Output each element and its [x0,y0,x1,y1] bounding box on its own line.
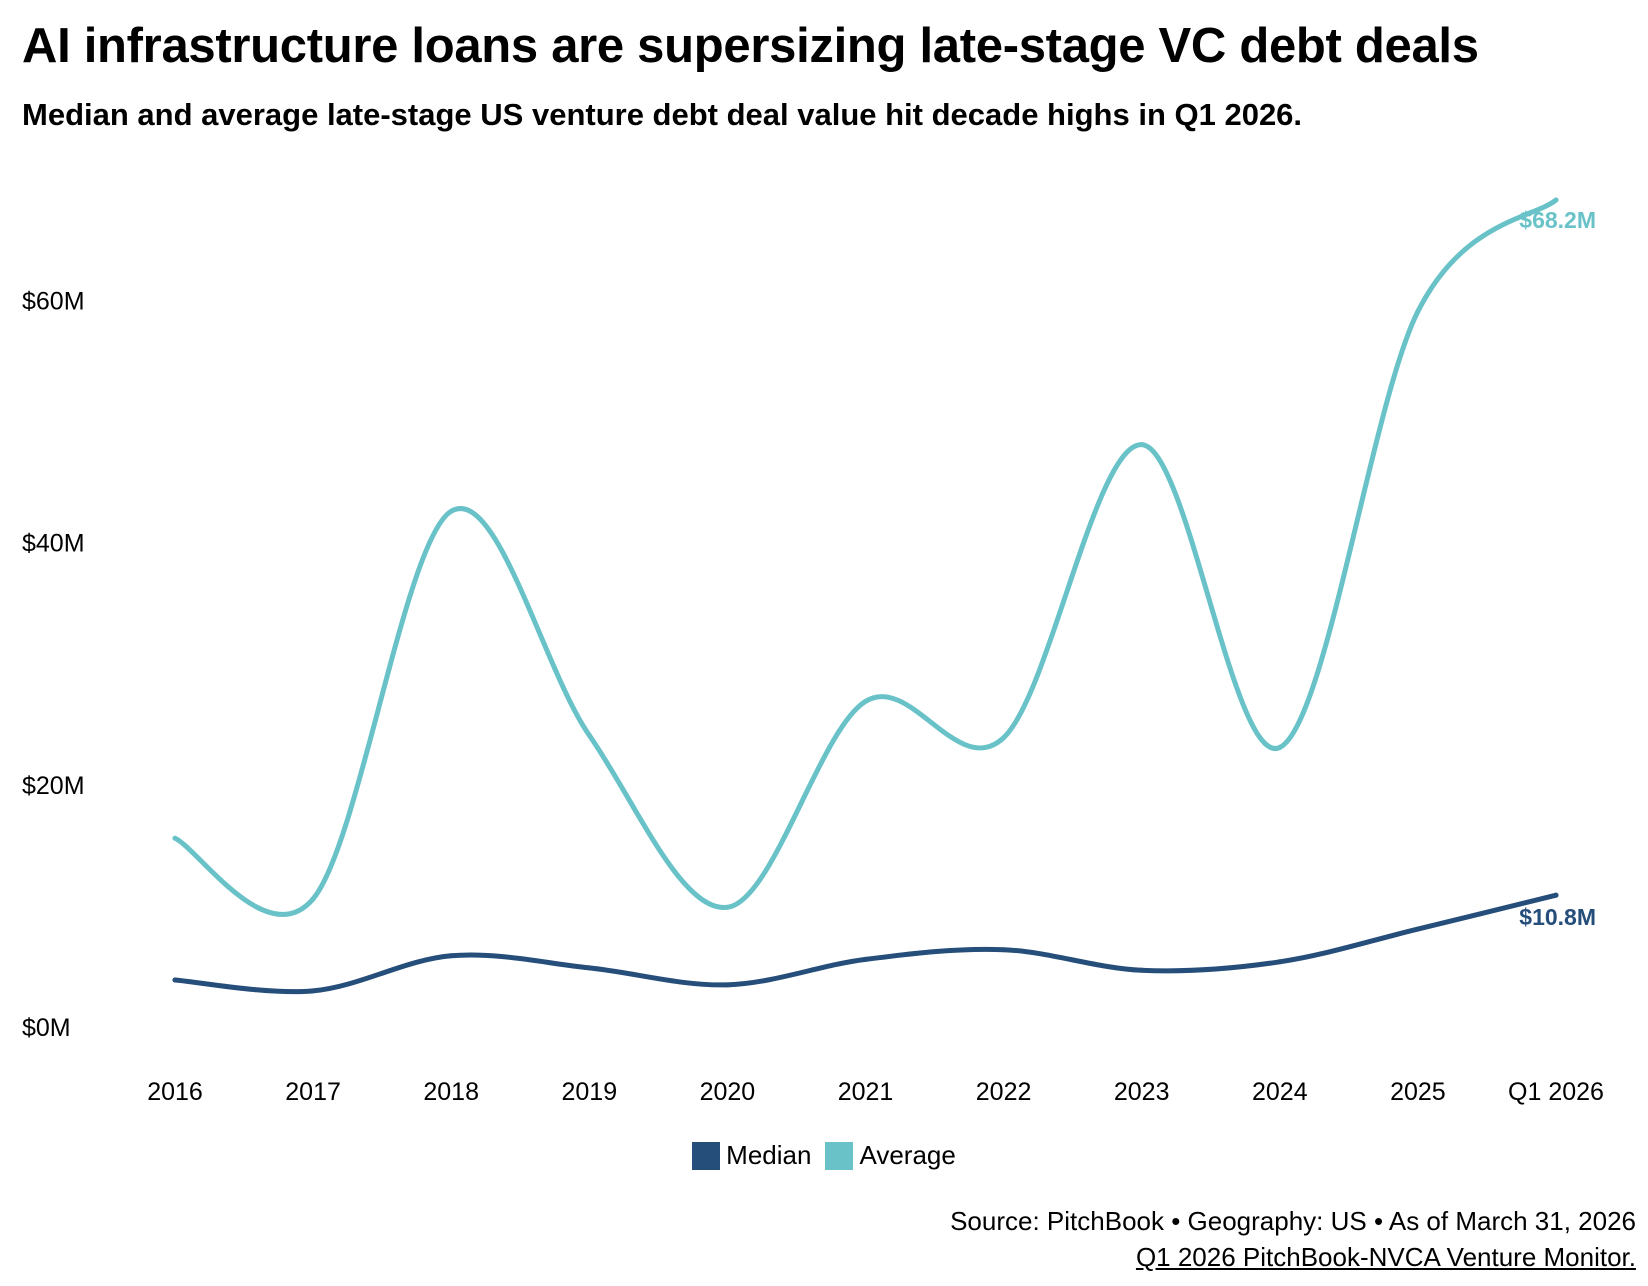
data-point-average [1415,308,1421,314]
x-tick-label: 2022 [976,1078,1032,1106]
source-note: Source: PitchBook • Geography: US • As o… [950,1203,1636,1275]
data-point-average [1139,442,1145,448]
x-tick-label: Q1 2026 [1508,1078,1604,1106]
data-point-average [1553,197,1559,203]
series-line-median [172,892,1559,995]
legend: Median Average [0,1140,1648,1171]
legend-label-average: Average [859,1140,956,1170]
data-point-median [172,977,178,983]
data-point-median [1415,926,1421,932]
series-line-average [172,197,1559,917]
data-point-median [448,953,454,959]
data-point-average [724,904,730,910]
source-line: Source: PitchBook • Geography: US • As o… [950,1206,1636,1236]
end-label-average: $68.2M [1519,207,1596,233]
data-point-median [724,982,730,988]
x-tick-label: 2018 [423,1078,479,1106]
data-point-median [863,956,868,962]
x-tick-label: 2020 [700,1078,756,1106]
data-point-median [1139,967,1145,973]
data-point-median [1001,947,1007,953]
legend-label-median: Median [726,1140,812,1170]
legend-item-median[interactable]: Median [692,1140,811,1171]
end-labels: $68.2M $10.8M [1519,207,1596,930]
y-tick-label: $20M [22,772,85,800]
x-axis: 2016 2017 2018 2019 2020 2021 2022 2023 2024 2025… [147,1078,1604,1106]
data-point-median [1277,959,1283,965]
data-point-average [448,508,454,514]
chart-subtitle: Median and average late-stage US venture… [22,97,1303,132]
y-tick-label: $60M [22,287,85,315]
y-axis: $0M $20M $40M $60M [22,287,85,1042]
x-tick-label: 2021 [838,1078,894,1106]
x-tick-label: 2025 [1390,1078,1446,1106]
data-point-median [586,965,592,971]
data-point-median [1553,892,1559,898]
report-link[interactable]: Q1 2026 PitchBook-NVCA Venture Monitor. [1135,1242,1636,1272]
x-tick-label: 2016 [147,1078,203,1106]
data-point-average [863,698,868,704]
x-tick-label: 2024 [1252,1078,1308,1106]
y-tick-label: $0M [22,1014,71,1042]
data-point-average [1001,735,1007,741]
data-point-average [1277,744,1283,750]
data-point-average [310,896,316,902]
legend-swatch-median [692,1141,721,1170]
x-tick-label: 2023 [1114,1078,1170,1106]
series-lines [172,197,1559,995]
data-point-average [172,835,178,841]
data-point-average [586,732,592,738]
chart-title: AI infrastructure loans are supersizing … [22,19,1479,73]
x-tick-label: 2019 [561,1078,617,1106]
legend-swatch-average [825,1141,854,1170]
data-point-median [310,988,316,994]
y-tick-label: $40M [22,530,85,558]
legend-item-average[interactable]: Average [825,1140,956,1171]
end-label-median: $10.8M [1519,904,1596,930]
x-tick-label: 2017 [285,1078,341,1106]
